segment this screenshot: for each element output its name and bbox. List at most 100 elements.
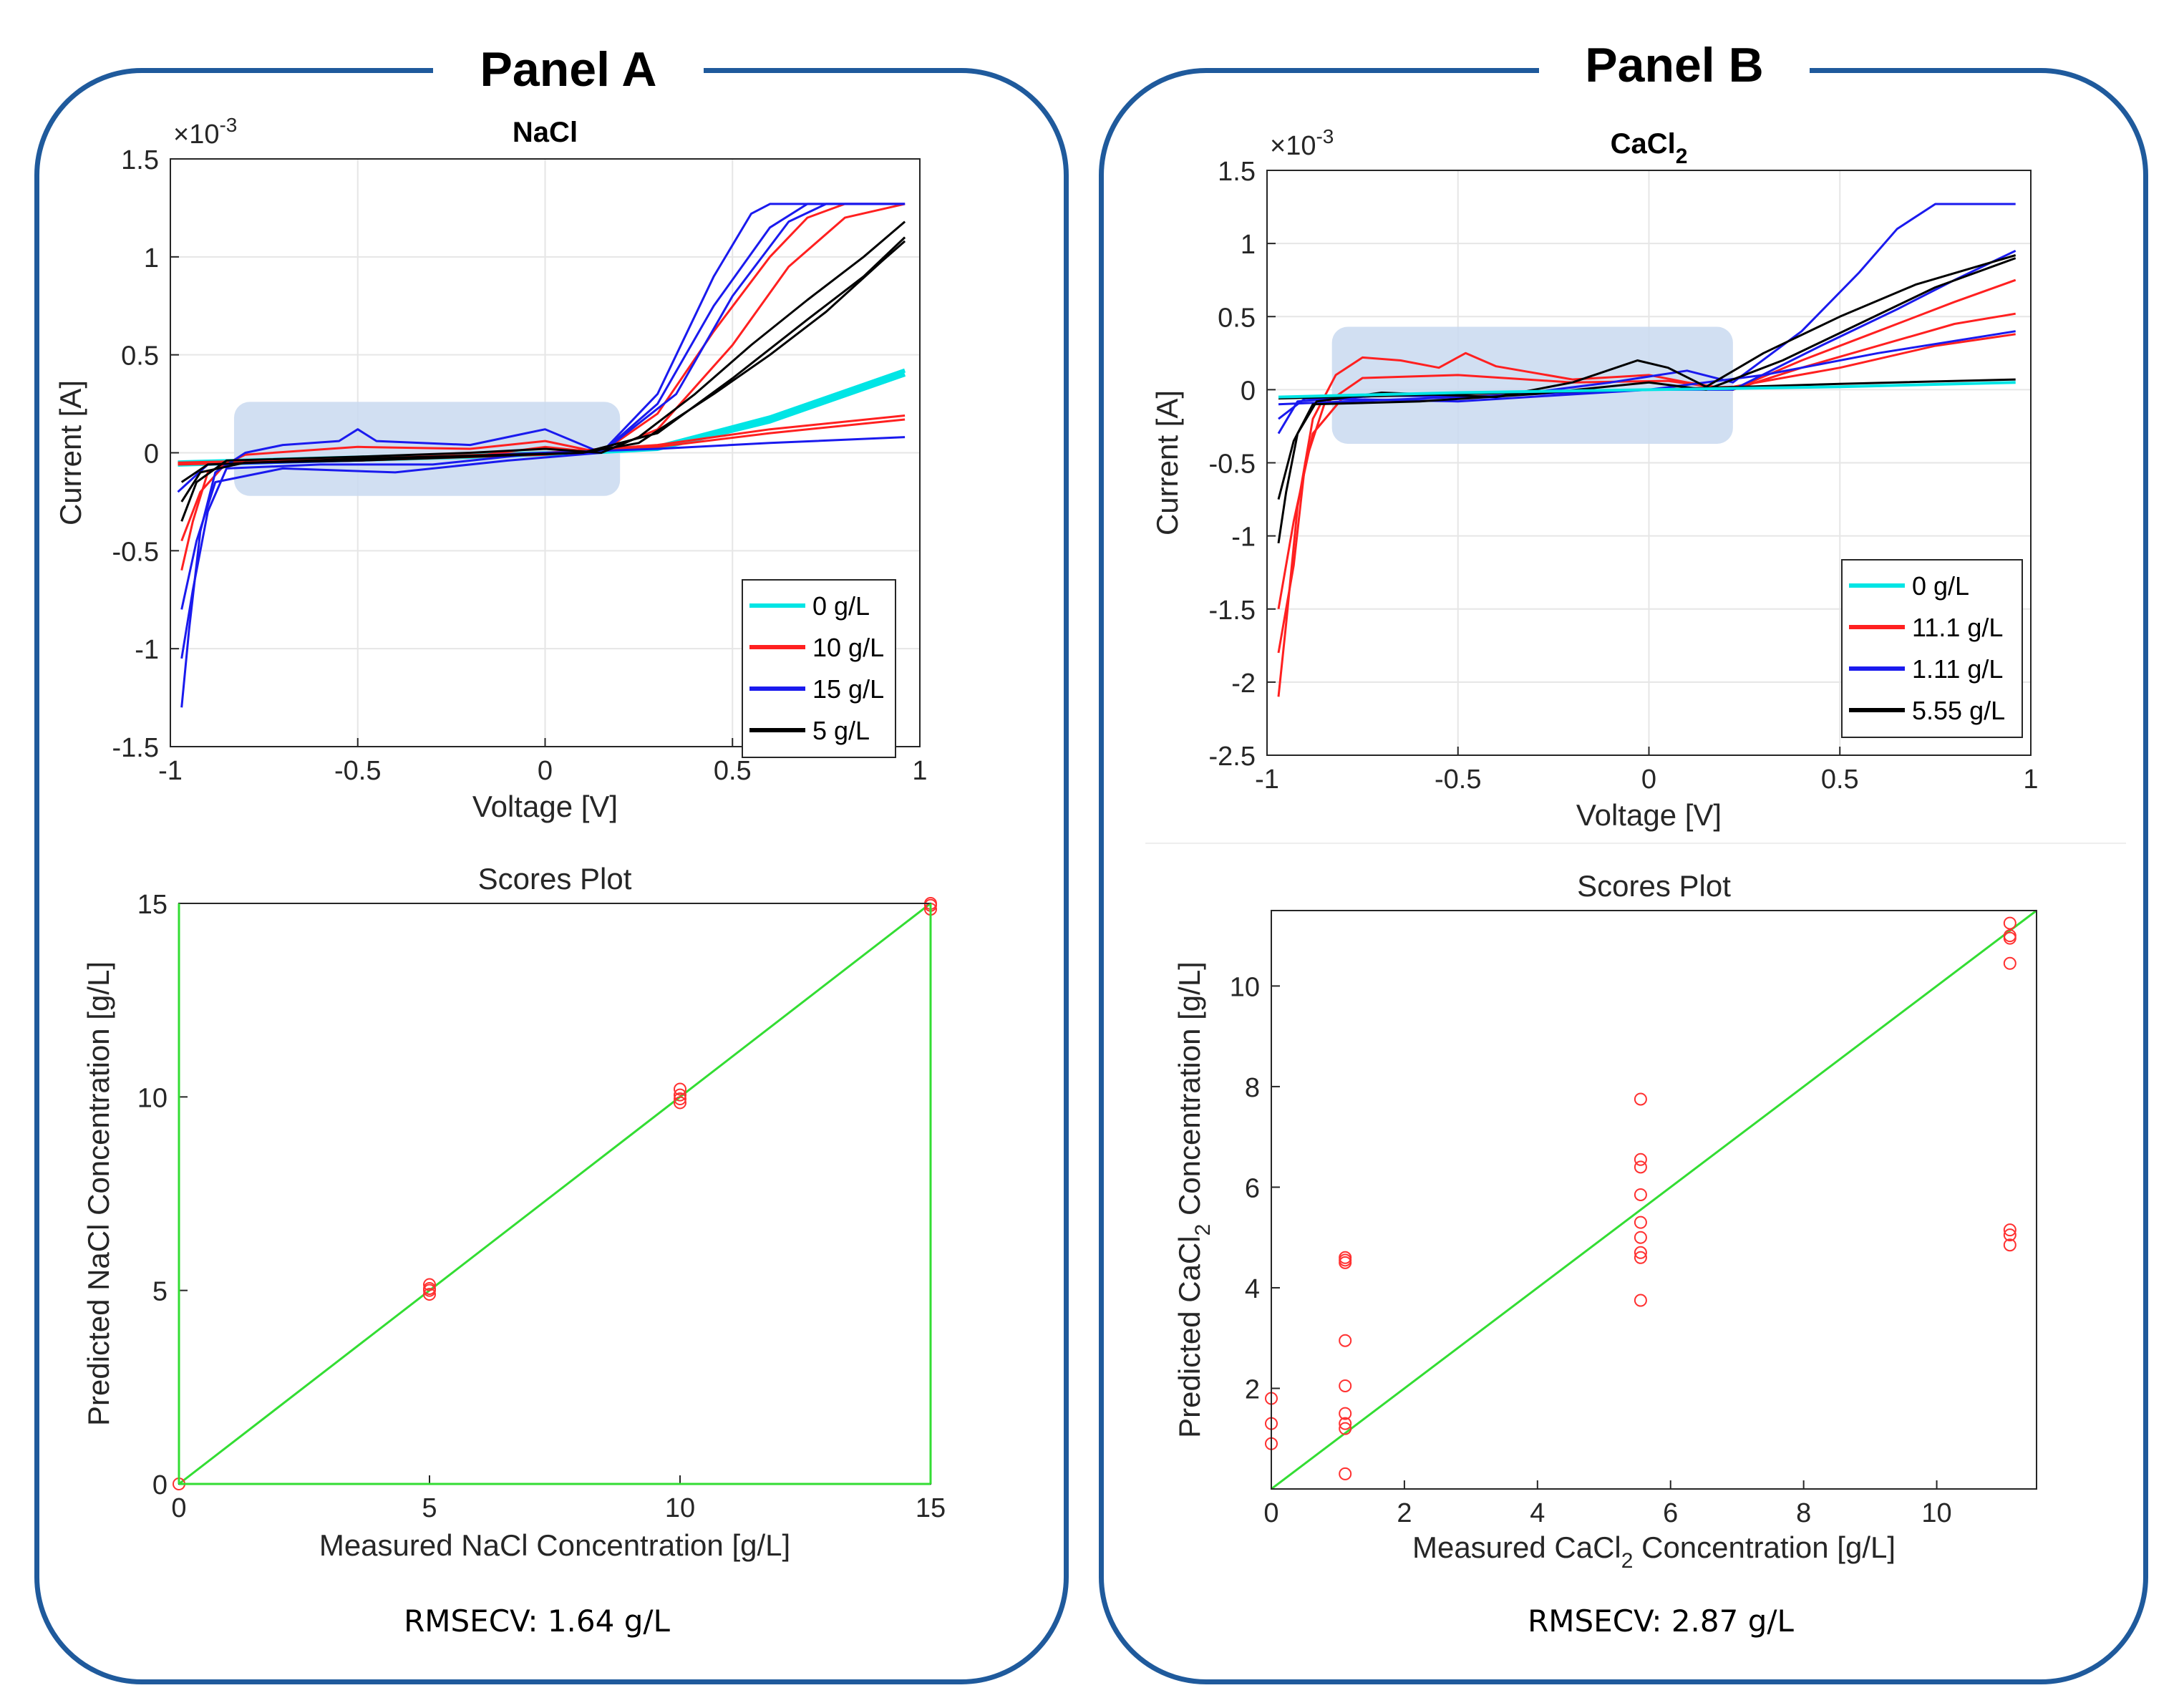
panel-a-legend-label-0: 0 g/L <box>812 591 870 621</box>
panel-a-legend-label-1: 10 g/L <box>812 633 884 662</box>
panel-a-exponent-label: ×10-3 <box>173 114 237 150</box>
panel-b-data-point-18 <box>1634 1160 1647 1174</box>
panel-a-series-line-8 <box>180 203 906 610</box>
panel-b-data-point-26 <box>2003 1228 2016 1242</box>
panel-a-ytick-label: -1.5 <box>112 733 159 763</box>
panel-b-ytick-label: 6 <box>1245 1173 1260 1203</box>
panel-b-xtick-label: 1 <box>2023 765 2038 795</box>
panel-b-xtick-label: 4 <box>1530 1498 1545 1528</box>
panel-a-series-group <box>177 203 906 708</box>
panel-b-scores-xlabel-subscript: 2 <box>1621 1549 1634 1573</box>
panel-b-series-group <box>1277 203 2016 697</box>
panel-a-scores-xlabel: Measured NaCl Concentration [g/L] <box>319 1528 790 1562</box>
panel-b-data-point-3 <box>1339 1467 1352 1480</box>
panel-b-data-point-17 <box>1634 1188 1647 1201</box>
panel-a-legend-label-3: 5 g/L <box>812 716 870 745</box>
panel-a-scores-plot: 0 5 10 15 0 5 10 15 Scores Plot Measured NaCl Con… <box>82 862 946 1562</box>
panel-b-xtick-label: 0.5 <box>1821 765 1859 795</box>
panel-b-data-point-23 <box>2003 931 2016 945</box>
panel-b-data-point-20 <box>1634 1092 1647 1106</box>
panel-a-legend: 0 g/L 10 g/L 15 g/L 5 g/L <box>742 579 896 758</box>
panel-a-ytick-label: 0.5 <box>121 341 159 372</box>
panel-b-series-line-0 <box>1277 278 2016 697</box>
panel-a-rmsecv: RMSECV: 1.64 g/L <box>404 1603 670 1639</box>
panel-a-ylabel: Current [A] <box>54 380 87 525</box>
panel-b-highlight-region <box>1331 326 1733 444</box>
panel-b-scores-ylabel-subscript: 2 <box>1191 1224 1215 1236</box>
panel-b-data-point-8 <box>1339 1334 1352 1347</box>
panel-b-data-point-6 <box>1339 1407 1352 1420</box>
panel-a-ytick-label: -0.5 <box>112 537 159 567</box>
panel-a-xtick-label: 0 <box>171 1493 186 1523</box>
panel-b-chart-title: CaCl2 <box>1611 128 1688 168</box>
panel-b-ylabel: Current [A] <box>1150 390 1184 535</box>
panel-b-exponent-power: -3 <box>1316 125 1334 147</box>
panel-a-series-line-10 <box>180 220 906 522</box>
panel-a-legend-label-2: 15 g/L <box>812 674 884 704</box>
panel-b-data-point-14 <box>1634 1246 1647 1259</box>
panel-a-fit-line <box>178 902 931 1485</box>
panel-b-data-point-25 <box>2003 1223 2016 1237</box>
panel-b-legend-label-2: 1.11 g/L <box>1912 654 2003 684</box>
panel-a-ytick-label: -1 <box>135 635 159 665</box>
panel-b-xtick-label: 10 <box>1921 1498 1951 1528</box>
panel-b-data-point-21 <box>2003 916 2016 930</box>
panel-b-scores-xlabel-tail: Concentration [g/L] <box>1633 1530 1896 1564</box>
panel-b-chart-title: Scores Plot <box>1577 869 1731 903</box>
panel-a-data-point-4 <box>423 1278 436 1291</box>
panel-a-chart-title: NaCl <box>513 117 578 148</box>
panel-b-xlabel: Voltage [V] <box>1576 798 1722 832</box>
panel-b-ytick-label: 8 <box>1245 1073 1260 1103</box>
panel-a-ytick-label: 0 <box>144 440 159 470</box>
panel-b-ytick-label: 1 <box>1241 230 1256 260</box>
panel-b-ytick-label: -2.5 <box>1209 742 1256 772</box>
panel-a-exponent-power: -3 <box>219 114 237 136</box>
panel-b-data-point-5 <box>1339 1417 1352 1430</box>
panel-b-data-point-19 <box>1634 1153 1647 1166</box>
panel-a-xtick-label: 0 <box>538 756 553 786</box>
panel-a-data-point-1 <box>423 1288 436 1301</box>
panel-b-axes-box <box>1266 170 2032 756</box>
panel-a-xtick-label: 15 <box>916 1493 946 1523</box>
panel-b-data-point-13 <box>1634 1251 1647 1264</box>
panel-b-xtick-label: 0 <box>1263 1498 1278 1528</box>
panel-a-data-point-6 <box>674 1092 686 1106</box>
panel-b-ytick-label: 10 <box>1230 972 1260 1002</box>
panel-b-series-line-5 <box>1278 330 2016 406</box>
panel-b-data-point-11 <box>1339 1251 1352 1264</box>
panel-b-legend-box <box>1841 559 2023 738</box>
panel-b-data-point-4 <box>1339 1422 1352 1435</box>
panel-a-xlabel: Voltage [V] <box>472 790 618 823</box>
panel-b-ytick-label: -2 <box>1231 669 1256 699</box>
panel-b-ytick-label: 0.5 <box>1218 303 1256 333</box>
panel-a-ytick-label: 1 <box>144 243 159 273</box>
panel-b-legend: 0 g/L 11.1 g/L 1.11 g/L 5.55 g/L <box>1841 559 2023 738</box>
panel-a-xtick-label: 10 <box>665 1493 695 1523</box>
panel-b-series-line-7 <box>1277 257 2016 500</box>
panel-b-data-point-7 <box>1339 1379 1352 1392</box>
panel-b-ytick-label: -1.5 <box>1209 596 1256 626</box>
panel-a-xtick-label: -0.5 <box>334 756 381 786</box>
panel-b-ytick-label: 4 <box>1245 1274 1260 1304</box>
panel-b-xtick-label: 2 <box>1397 1498 1412 1528</box>
panel-b-xtick-label: 6 <box>1663 1498 1678 1528</box>
panel-b-chart-title-subscript: 2 <box>1676 145 1688 168</box>
panel-a-chart-title: Scores Plot <box>478 862 632 896</box>
panel-a-xtick-label: 1 <box>912 756 927 786</box>
panel-a-data-point-8 <box>674 1082 686 1096</box>
panel-b-fit-line <box>1271 909 2037 1490</box>
panel-a-ytick-label: 0 <box>152 1470 168 1500</box>
panel-b-ytick-label: 2 <box>1245 1374 1260 1404</box>
panel-b-data-point-27 <box>2003 1238 2016 1252</box>
panel-a-data-point-3 <box>423 1281 436 1295</box>
panel-b-data-point-24 <box>2003 956 2016 970</box>
panel-a-series-line-6 <box>180 203 906 708</box>
panel-a-axes-box <box>170 158 921 747</box>
panel-b-xtick-label: 0 <box>1641 765 1656 795</box>
panel-b-scores-ylabel: Predicted CaCl2 Concentration [g/L] <box>1173 961 1215 1438</box>
panel-b-axes-box <box>1271 910 2037 1490</box>
panel-b-xtick-label: -1 <box>1255 765 1279 795</box>
panel-b-ytick-label: -0.5 <box>1209 450 1256 480</box>
panel-b-scores-plot: 0 2 4 6 8 10 2 4 6 8 10 Scores Plot Measured CaCl2 C… <box>1173 869 2037 1573</box>
